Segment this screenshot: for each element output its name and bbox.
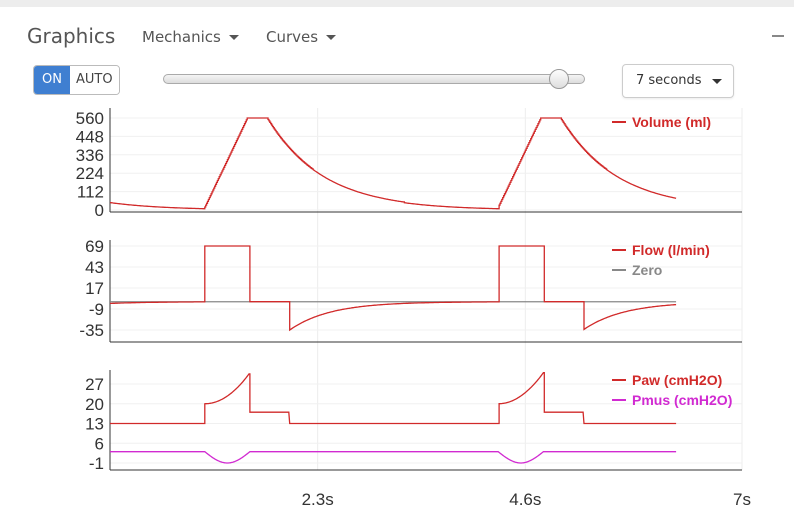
legend-label: Volume (ml)	[632, 114, 711, 130]
y-tick-label: -9	[89, 300, 104, 319]
on-button[interactable]: ON	[34, 66, 70, 94]
mechanics-menu-label: Mechanics	[142, 28, 221, 46]
flow-line	[110, 245, 677, 332]
time-window-value: 7 seconds	[636, 73, 702, 88]
top-divider	[0, 0, 794, 7]
curves-menu-label: Curves	[266, 28, 319, 46]
chevron-down-icon	[228, 35, 239, 40]
y-tick-label: 27	[85, 375, 104, 394]
slider-thumb[interactable]	[548, 69, 569, 89]
time-slider[interactable]	[163, 69, 585, 89]
y-tick-label: 224	[76, 164, 104, 183]
on-auto-toggle[interactable]: ON AUTO	[33, 65, 120, 95]
mechanics-menu[interactable]: Mechanics	[142, 28, 239, 46]
pmus-line	[110, 451, 677, 464]
volume-line	[109, 117, 677, 210]
legend-label: Flow (l/min)	[632, 242, 710, 258]
panel-title: Graphics	[27, 24, 116, 48]
y-tick-label: -1	[89, 454, 104, 473]
y-tick-label: 6	[95, 434, 104, 453]
paw-line	[110, 372, 677, 425]
y-tick-label: 13	[85, 415, 104, 434]
y-tick-label: 448	[76, 127, 104, 146]
y-tick-label: 560	[76, 109, 104, 128]
x-tick-label: 2.3s	[302, 490, 334, 509]
legend-label: Paw (cmH2O)	[632, 372, 722, 388]
auto-button[interactable]: AUTO	[69, 66, 119, 94]
curves-menu[interactable]: Curves	[266, 28, 337, 46]
minimize-icon[interactable]	[772, 35, 784, 37]
y-tick-label: -35	[79, 321, 104, 340]
y-tick-label: 17	[85, 279, 104, 298]
y-tick-label: 336	[76, 146, 104, 165]
y-tick-label: 20	[85, 395, 104, 414]
legend-label: Zero	[632, 262, 662, 278]
y-tick-label: 43	[85, 258, 104, 277]
y-tick-label: 69	[85, 237, 104, 256]
time-window-select[interactable]: 7 seconds	[622, 64, 734, 98]
x-tick-label: 4.6s	[509, 490, 541, 509]
y-tick-label: 112	[77, 183, 104, 202]
slider-track[interactable]	[163, 74, 585, 84]
chevron-down-icon	[712, 79, 722, 84]
legend-label: Pmus (cmH2O)	[632, 392, 732, 408]
y-tick-label: 0	[95, 201, 104, 220]
chevron-down-icon	[326, 35, 337, 40]
x-tick-label: 7s	[733, 490, 751, 509]
